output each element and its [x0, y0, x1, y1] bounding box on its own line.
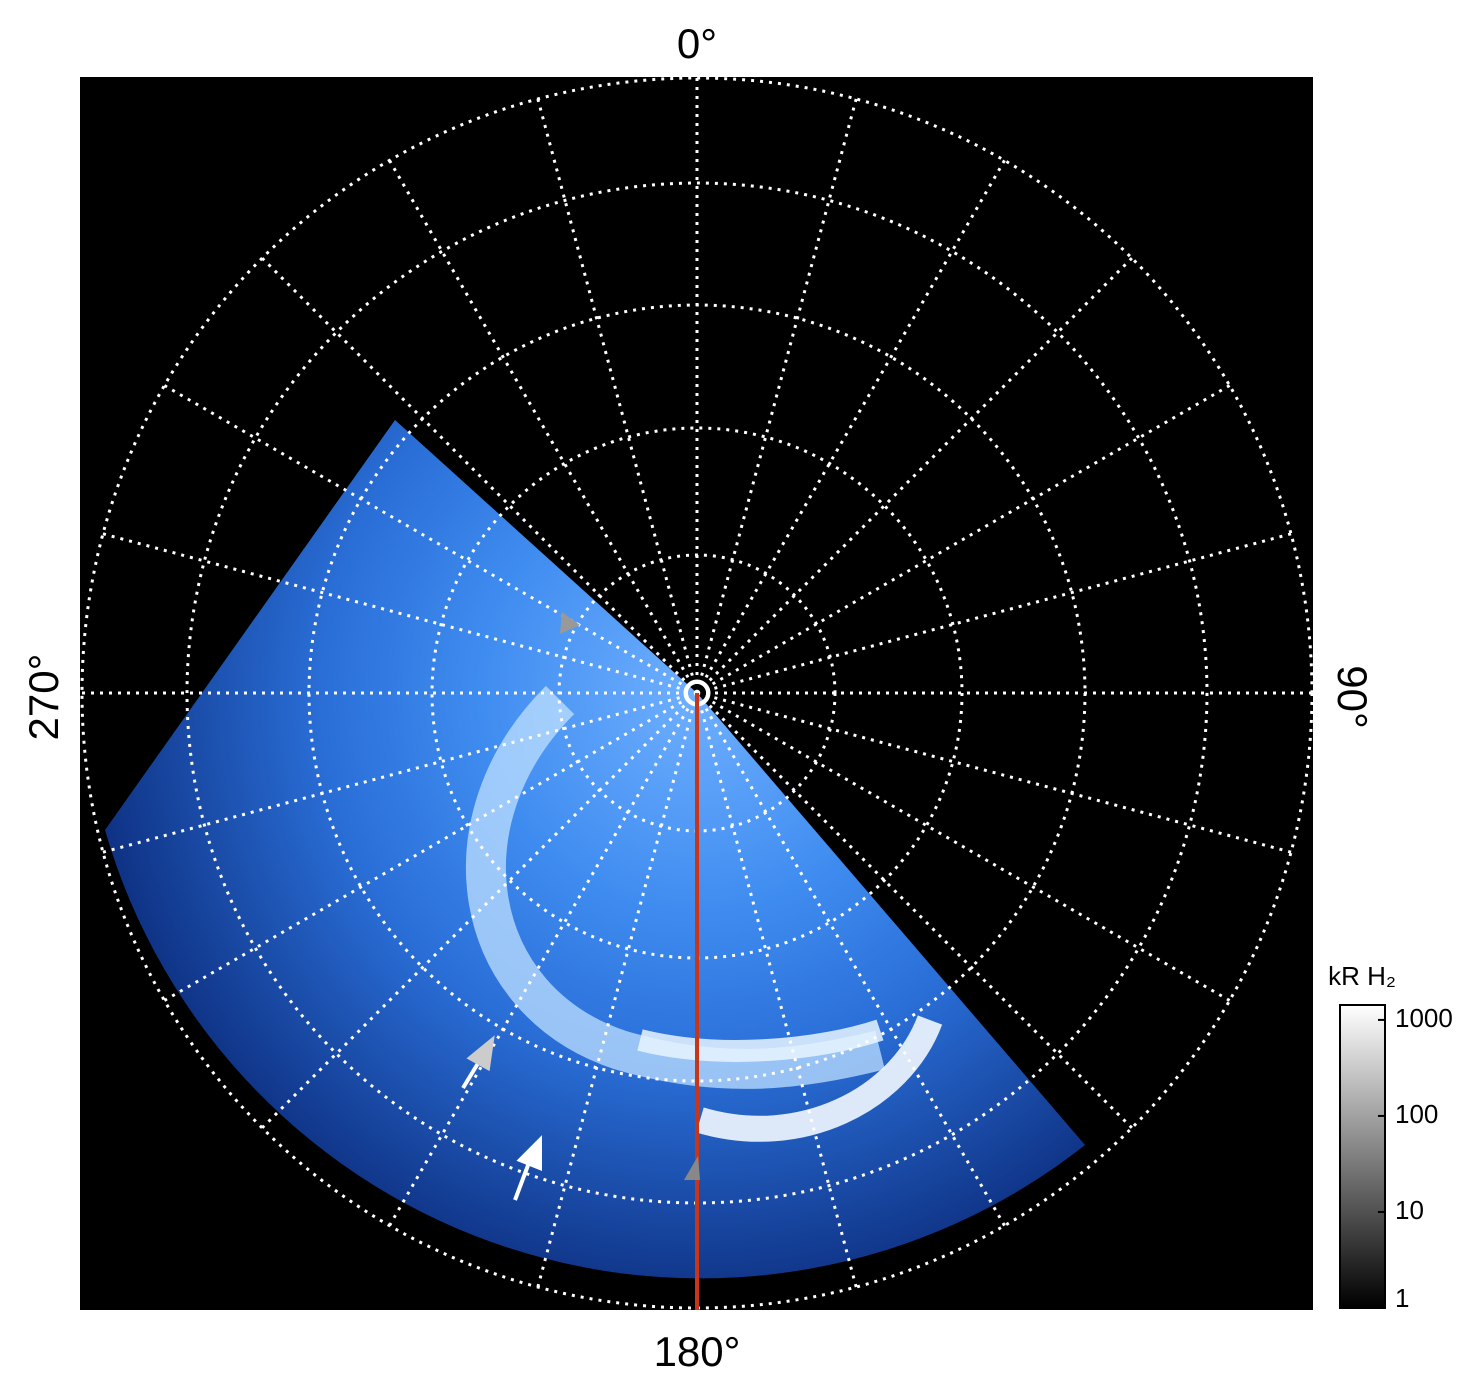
meridian [388, 159, 699, 694]
colorbar-tick-label: 1 [1395, 1283, 1409, 1313]
meridian [261, 257, 699, 695]
meridian [536, 692, 699, 1288]
direction-label: 90° [1329, 665, 1376, 729]
direction-label: 0° [677, 20, 717, 67]
meridian [695, 257, 1133, 695]
colorbar-tick-label: 1000 [1395, 1003, 1453, 1033]
colorbar-tick-label: 10 [1395, 1195, 1424, 1225]
meridian [695, 159, 1006, 694]
meridian [261, 691, 699, 1129]
aurora-image [105, 420, 1085, 1279]
meridian [696, 384, 1231, 695]
meridian [695, 98, 858, 694]
meridian [696, 691, 1292, 854]
meridian [695, 692, 858, 1288]
meridian [536, 98, 699, 694]
meridian [163, 384, 698, 695]
meridian [696, 532, 1292, 695]
arrows [461, 1035, 542, 1201]
colorbar-title: kR H₂ [1328, 961, 1396, 991]
meridian [695, 691, 1133, 1129]
marker-triangle [560, 612, 580, 634]
colorbar-tick-label: 100 [1395, 1099, 1438, 1129]
polar-grid [80, 77, 1313, 1310]
meridian [696, 691, 1231, 1002]
auroral-oval [466, 685, 885, 1089]
meridian [102, 691, 698, 854]
direction-label: 180° [654, 1328, 741, 1375]
auroral-arc [637, 1019, 884, 1062]
meridian [695, 692, 1006, 1227]
direction-label: 270° [20, 654, 67, 741]
meridian [102, 532, 698, 695]
marker-triangle [684, 1156, 700, 1180]
colorbar [1339, 1004, 1386, 1309]
meridian [163, 691, 698, 1002]
meridian [388, 692, 699, 1227]
auroral-oval-bright [696, 1015, 943, 1142]
